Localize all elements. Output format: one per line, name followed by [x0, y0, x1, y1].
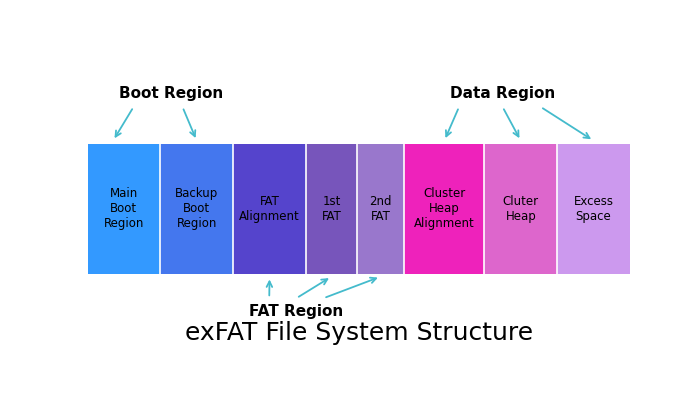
- Bar: [357, 144, 405, 273]
- Text: Excess
Space: Excess Space: [573, 194, 614, 223]
- Text: FAT Region: FAT Region: [249, 304, 344, 320]
- Text: 2nd
FAT: 2nd FAT: [370, 194, 392, 223]
- Bar: [405, 144, 484, 273]
- Text: 1st
FAT: 1st FAT: [321, 194, 342, 223]
- Text: exFAT File System Structure: exFAT File System Structure: [185, 320, 533, 344]
- Bar: [484, 144, 557, 273]
- Text: Data Region: Data Region: [450, 85, 555, 101]
- Bar: [160, 144, 233, 273]
- Bar: [306, 144, 357, 273]
- Bar: [557, 144, 630, 273]
- Text: Cluster
Heap
Alignment: Cluster Heap Alignment: [414, 187, 475, 230]
- Text: Cluter
Heap: Cluter Heap: [503, 194, 539, 223]
- Text: Main
Boot
Region: Main Boot Region: [104, 187, 144, 230]
- Text: Backup
Boot
Region: Backup Boot Region: [175, 187, 218, 230]
- Text: Boot Region: Boot Region: [120, 85, 224, 101]
- Bar: [88, 144, 160, 273]
- Bar: [233, 144, 306, 273]
- Text: FAT
Alignment: FAT Alignment: [239, 194, 300, 223]
